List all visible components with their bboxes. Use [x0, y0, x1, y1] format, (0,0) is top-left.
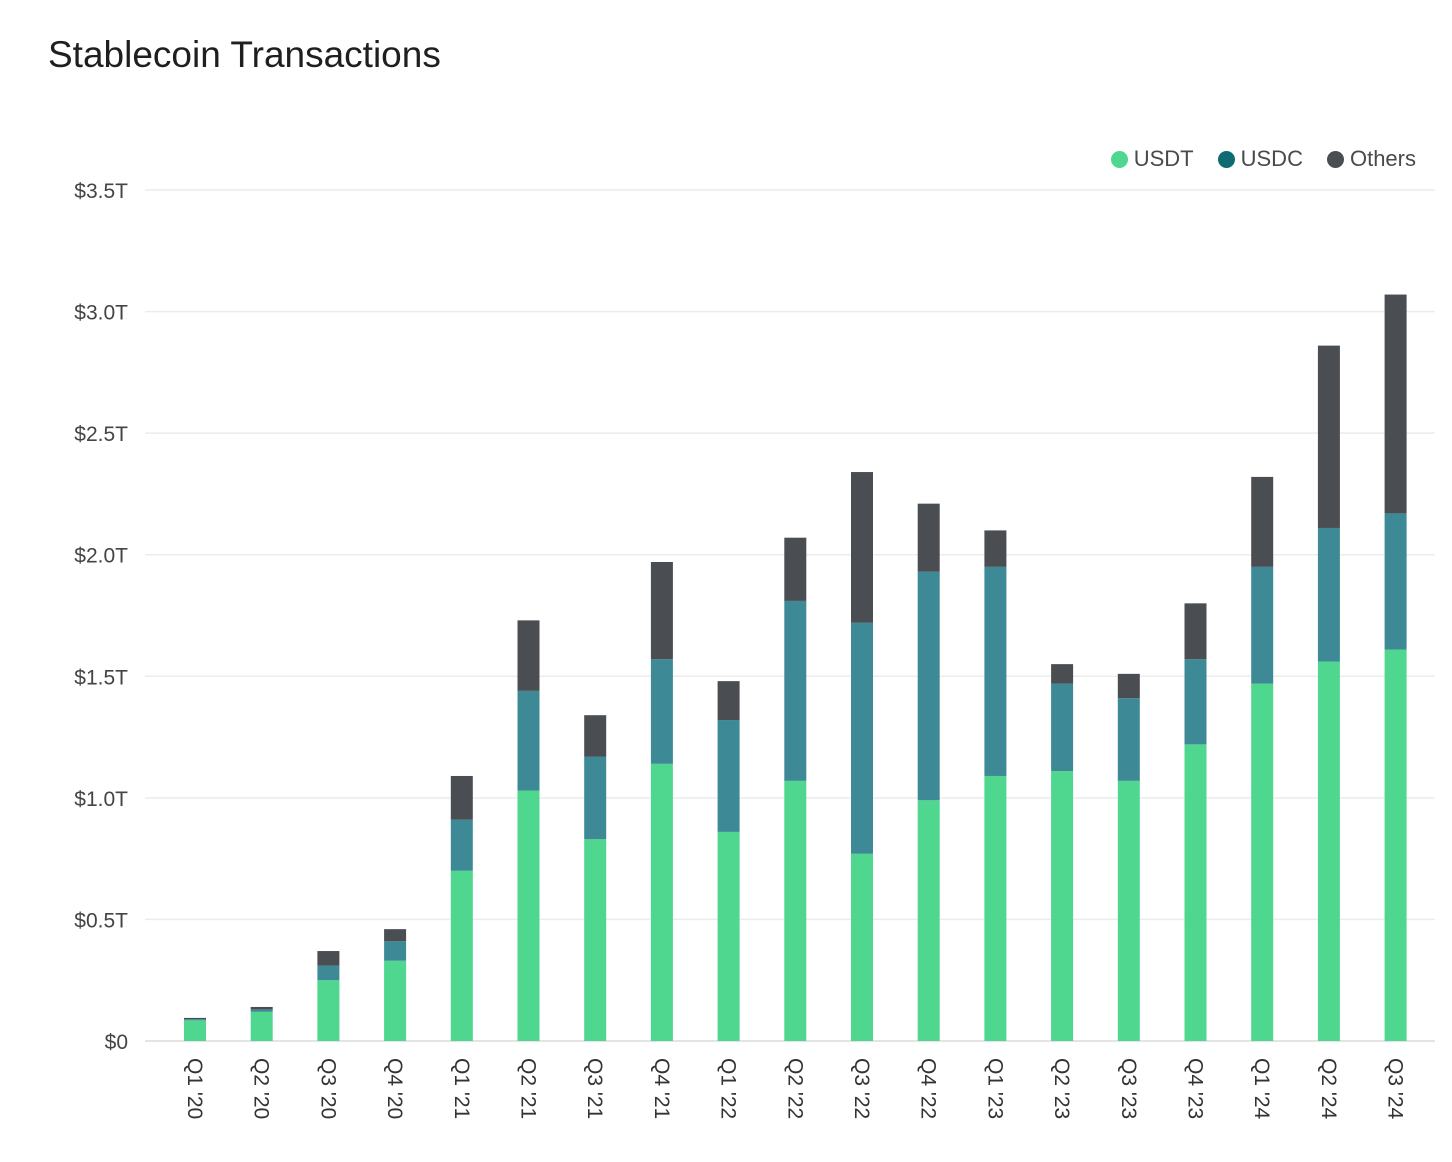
bar-usdt [1384, 649, 1407, 1041]
bar-others [1051, 664, 1074, 684]
legend-item-usdt[interactable]: USDT [1110, 146, 1194, 172]
x-tick-label: Q4 '23 [1184, 1058, 1207, 1119]
bar-usdt [317, 980, 340, 1041]
legend-label: USDC [1240, 146, 1303, 171]
bar-usdc [1117, 698, 1140, 781]
bar-usdt [1184, 744, 1207, 1041]
x-tick-label: Q4 '21 [650, 1058, 673, 1119]
bar-usdc [450, 819, 473, 871]
bar-usdc [317, 965, 340, 981]
bar-others [717, 681, 740, 721]
x-tick-label: Q4 '20 [383, 1058, 406, 1119]
bar-usdc [250, 1009, 273, 1012]
bar-usdt [650, 763, 673, 1041]
x-tick-label: Q1 '24 [1250, 1058, 1273, 1120]
bar-usdt [851, 853, 873, 1041]
x-tick-label: Q2 '21 [517, 1058, 540, 1119]
bar-others [184, 1017, 206, 1020]
bar-usdc [717, 720, 740, 832]
bar-usdc [1384, 513, 1407, 650]
x-tick-label: Q2 '23 [1050, 1058, 1073, 1119]
bar-others [784, 537, 807, 601]
x-tick-label: Q3 '23 [1117, 1058, 1140, 1119]
x-tick-label: Q1 '21 [450, 1058, 473, 1119]
bar-usdt [1251, 683, 1274, 1041]
bar-usdt [450, 870, 473, 1041]
bar-usdc [784, 600, 807, 781]
bar-usdt [584, 839, 607, 1041]
bar-others [250, 1006, 273, 1010]
bar-others [450, 775, 473, 820]
legend-label: Others [1349, 146, 1416, 171]
bar-others [384, 929, 407, 942]
y-tick-label: $3.0T [74, 302, 128, 325]
bar-others [917, 503, 940, 572]
bar-others [650, 562, 673, 660]
legend-dot-icon [1217, 150, 1235, 168]
bar-others [851, 472, 873, 623]
x-tick-label: Q2 '22 [783, 1058, 806, 1119]
bar-others [984, 530, 1007, 567]
bar-usdc [851, 622, 873, 854]
x-tick-label: Q3 '24 [1384, 1058, 1407, 1120]
bar-others [1251, 476, 1274, 567]
bar-others [1117, 673, 1140, 699]
x-tick-label: Q2 '20 [250, 1058, 273, 1119]
bar-usdt [384, 960, 407, 1041]
bar-usdc [1184, 659, 1207, 745]
x-tick-label: Q4 '22 [917, 1058, 940, 1119]
bar-usdt [1317, 661, 1340, 1041]
bar-usdc [917, 571, 940, 801]
bar-usdt [917, 800, 940, 1041]
x-tick-label: Q3 '20 [316, 1058, 339, 1119]
x-tick-label: Q3 '22 [850, 1058, 873, 1119]
x-tick-label: Q1 '23 [983, 1058, 1006, 1119]
bar-usdt [1051, 771, 1074, 1041]
bar-usdc [384, 941, 407, 961]
legend-dot-icon [1110, 150, 1128, 168]
bar-others [1384, 294, 1407, 514]
bar-usdc [184, 1019, 206, 1021]
bar-others [1184, 603, 1207, 660]
bar-usdt [250, 1011, 273, 1041]
bar-usdc [584, 756, 607, 840]
bar-usdt [184, 1020, 206, 1041]
y-tick-label: $2.0T [74, 545, 128, 568]
legend-item-usdc[interactable]: USDC [1217, 146, 1303, 172]
bar-usdc [1251, 566, 1274, 684]
chart-title: Stablecoin Transactions [48, 34, 441, 75]
bar-usdc [650, 659, 673, 764]
legend-item-others[interactable]: Others [1326, 146, 1416, 172]
bar-usdt [984, 775, 1007, 1041]
bar-usdt [517, 790, 540, 1041]
bar-usdc [517, 690, 540, 791]
bar-usdt [717, 831, 740, 1041]
legend: USDT USDC Others [1110, 146, 1416, 172]
y-tick-label: $1.5T [74, 666, 128, 689]
bar-others [317, 951, 340, 966]
y-tick-label: $2.5T [74, 423, 128, 446]
legend-dot-icon [1326, 150, 1344, 168]
bar-others [1317, 345, 1340, 528]
y-tick-label: $3.5T [74, 180, 128, 203]
x-tick-label: Q2 '24 [1317, 1058, 1340, 1120]
x-tick-label: Q3 '21 [583, 1058, 606, 1119]
y-tick-label: $0.5T [74, 909, 128, 932]
bar-usdc [1317, 527, 1340, 662]
bar-others [584, 715, 607, 757]
bar-usdt [1117, 780, 1140, 1041]
bar-usdt [784, 780, 807, 1041]
x-tick-label: Q1 '22 [717, 1058, 740, 1119]
x-tick-label: Q1 '20 [183, 1058, 206, 1119]
y-tick-label: $0 [105, 1031, 128, 1054]
y-tick-label: $1.0T [74, 788, 128, 811]
legend-label: USDT [1133, 146, 1194, 171]
bar-others [517, 620, 540, 691]
bar-usdc [1051, 683, 1074, 772]
bar-usdc [984, 566, 1007, 776]
